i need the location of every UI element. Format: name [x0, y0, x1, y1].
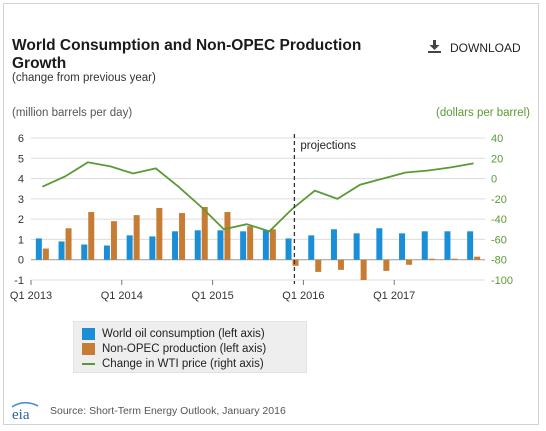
- y-left-tick-label: 6: [18, 133, 24, 145]
- y-left-tick-label: 2: [18, 214, 24, 226]
- x-tick-label: Q1 2014: [101, 290, 143, 302]
- chart-subtitle: (change from previous year): [12, 72, 156, 84]
- production-bar: [428, 258, 435, 260]
- consumption-bar: [444, 231, 451, 260]
- legend-swatch-consumption: [82, 328, 95, 340]
- production-bar: [133, 215, 140, 260]
- x-tick-label: Q1 2013: [10, 290, 52, 302]
- legend-item-production[interactable]: Non-OPEC production (left axis): [82, 343, 266, 355]
- eia-logo: eia: [11, 401, 39, 421]
- legend-item-consumption[interactable]: World oil consumption (left axis): [82, 328, 265, 340]
- x-tick-label: Q1 2016: [282, 290, 324, 302]
- production-bar: [65, 228, 72, 260]
- consumption-bar: [467, 231, 474, 260]
- y-right-tick-label: -60: [491, 234, 507, 246]
- left-axis-unit: (million barrels per day): [12, 107, 133, 119]
- production-bar: [337, 259, 344, 270]
- production-bar: [360, 259, 367, 280]
- consumption-bar: [126, 235, 133, 260]
- y-right-tick-label: -100: [491, 275, 513, 287]
- legend-label-consumption: World oil consumption (left axis): [102, 328, 265, 340]
- legend-swatch-production: [82, 343, 95, 355]
- consumption-bar: [308, 235, 315, 260]
- production-bar: [42, 248, 49, 260]
- production-bar: [292, 259, 299, 266]
- y-right-tick-label: 0: [491, 174, 497, 186]
- svg-text:eia: eia: [12, 407, 30, 421]
- wti-price-line: [42, 161, 474, 233]
- production-bar: [179, 213, 186, 260]
- y-left-tick-label: -1: [14, 275, 24, 287]
- production-bar: [110, 221, 117, 260]
- y-right-tick-label: 20: [491, 153, 503, 165]
- legend: World oil consumption (left axis) Non-OP…: [73, 321, 307, 373]
- consumption-bar: [81, 244, 88, 260]
- consumption-bar: [35, 238, 42, 260]
- production-bar: [315, 259, 322, 272]
- y-left-tick-label: 1: [18, 234, 24, 246]
- x-tick-label: Q1 2017: [373, 290, 415, 302]
- consumption-bar: [376, 228, 383, 260]
- consumption-bar: [149, 236, 156, 260]
- consumption-bar: [399, 233, 406, 260]
- production-bar: [474, 256, 481, 260]
- production-bar: [247, 226, 254, 260]
- footer: eia Source: Short-Term Energy Outlook, J…: [10, 401, 286, 421]
- projections-label: projections: [300, 140, 356, 152]
- consumption-bar: [240, 231, 247, 260]
- consumption-bar: [217, 230, 224, 260]
- y-right-tick-label: -40: [491, 214, 507, 226]
- production-bar: [406, 259, 413, 265]
- legend-item-wti[interactable]: Change in WTI price (right axis): [82, 358, 264, 370]
- download-icon: [428, 40, 450, 56]
- consumption-bar: [103, 245, 110, 260]
- production-bar: [201, 206, 208, 260]
- legend-label-wti: Change in WTI price (right axis): [102, 358, 264, 370]
- right-axis-unit: (dollars per barrel): [436, 107, 530, 119]
- download-button[interactable]: DOWNLOAD: [428, 40, 521, 56]
- consumption-bar: [330, 229, 337, 260]
- chart-title: World Consumption and Non-OPEC Productio…: [12, 37, 362, 72]
- consumption-bar: [353, 233, 360, 260]
- production-bar: [383, 259, 390, 271]
- x-tick-label: Q1 2015: [191, 290, 233, 302]
- production-bar: [88, 212, 95, 260]
- legend-swatch-wti: [82, 363, 95, 365]
- consumption-bar: [194, 230, 201, 260]
- consumption-bar: [172, 231, 179, 260]
- y-left-tick-label: 4: [18, 174, 24, 186]
- production-bar: [224, 212, 231, 260]
- y-left-tick-label: 0: [18, 255, 24, 267]
- y-left-tick-label: 3: [18, 194, 24, 206]
- y-right-tick-label: -20: [491, 194, 507, 206]
- y-right-tick-label: -80: [491, 255, 507, 267]
- y-left-tick-label: 5: [18, 153, 24, 165]
- production-bar: [451, 258, 458, 260]
- consumption-bar: [262, 230, 269, 260]
- production-bar: [156, 207, 163, 260]
- consumption-bar: [58, 241, 65, 260]
- source-note: Source: Short-Term Energy Outlook, Janua…: [50, 405, 286, 417]
- consumption-bar: [285, 238, 292, 260]
- legend-label-production: Non-OPEC production (left axis): [102, 343, 267, 355]
- consumption-bar: [421, 231, 428, 260]
- production-bar: [269, 229, 276, 260]
- download-label: DOWNLOAD: [450, 41, 521, 55]
- y-right-tick-label: 40: [491, 133, 503, 145]
